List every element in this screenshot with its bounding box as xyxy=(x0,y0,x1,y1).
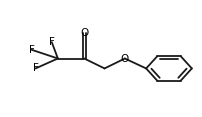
Text: F: F xyxy=(33,63,38,73)
Text: O: O xyxy=(80,28,88,38)
Text: O: O xyxy=(120,53,128,64)
Text: F: F xyxy=(49,37,54,47)
Text: F: F xyxy=(28,45,34,55)
